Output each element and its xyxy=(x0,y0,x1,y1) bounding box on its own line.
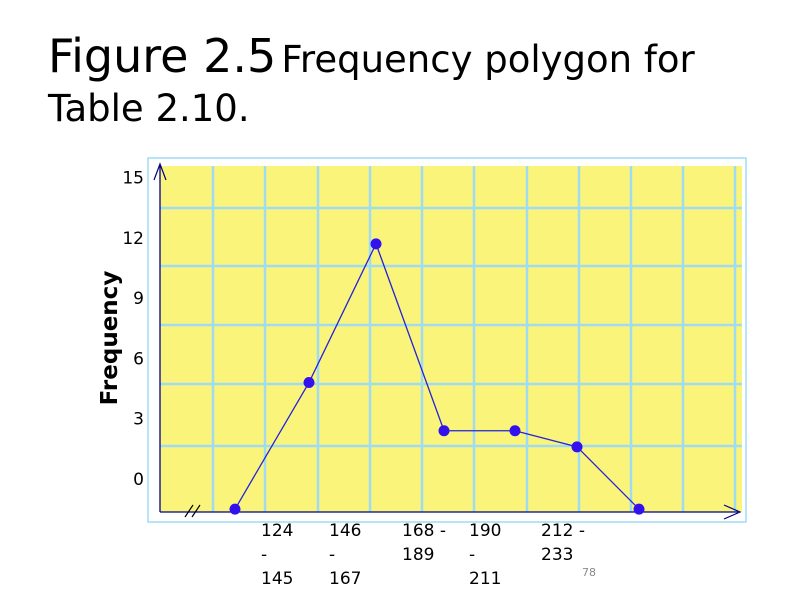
data-points xyxy=(229,238,645,515)
data-point xyxy=(229,503,241,515)
axis-break-mark xyxy=(184,504,194,518)
data-point xyxy=(509,425,521,437)
y-tick-labels: 0 3 6 9 12 15 xyxy=(122,169,144,491)
x-category-label: 124 -145 xyxy=(261,521,293,589)
data-point xyxy=(370,238,382,250)
x-category-label: 190 -211 xyxy=(469,521,501,589)
plot-background xyxy=(160,166,742,512)
data-point xyxy=(303,377,315,389)
x-axis-arrow xyxy=(723,504,742,520)
y-tick-label: 12 xyxy=(122,229,144,249)
x-category-labels: 124 -145 146 -167 168 -189 190 -211 212 -233 xyxy=(261,521,585,589)
y-tick-label: 9 xyxy=(133,289,144,309)
page-number: 78 xyxy=(582,566,596,579)
x-category-label: 146 -167 xyxy=(329,521,361,589)
figure-number: Figure 2.5 xyxy=(48,29,277,83)
axis-break-mark xyxy=(191,504,201,518)
data-point xyxy=(438,425,450,437)
figure-caption: Frequency polygon for Table 2.10. xyxy=(48,38,695,130)
data-point xyxy=(571,441,583,453)
data-point xyxy=(633,503,645,515)
y-axis-label: Frequency xyxy=(97,271,123,406)
slide-title: Figure 2.5 Frequency polygon for Table 2… xyxy=(48,28,788,132)
y-tick-label: 0 xyxy=(133,470,144,490)
x-category-label: 168 -189 xyxy=(402,521,446,565)
y-tick-label: 6 xyxy=(133,349,144,369)
y-tick-label: 15 xyxy=(122,169,144,189)
grid-lines xyxy=(160,166,742,512)
x-category-label: 212 -233 xyxy=(541,521,585,565)
y-tick-label: 3 xyxy=(133,410,144,430)
y-axis-arrow xyxy=(153,162,167,181)
